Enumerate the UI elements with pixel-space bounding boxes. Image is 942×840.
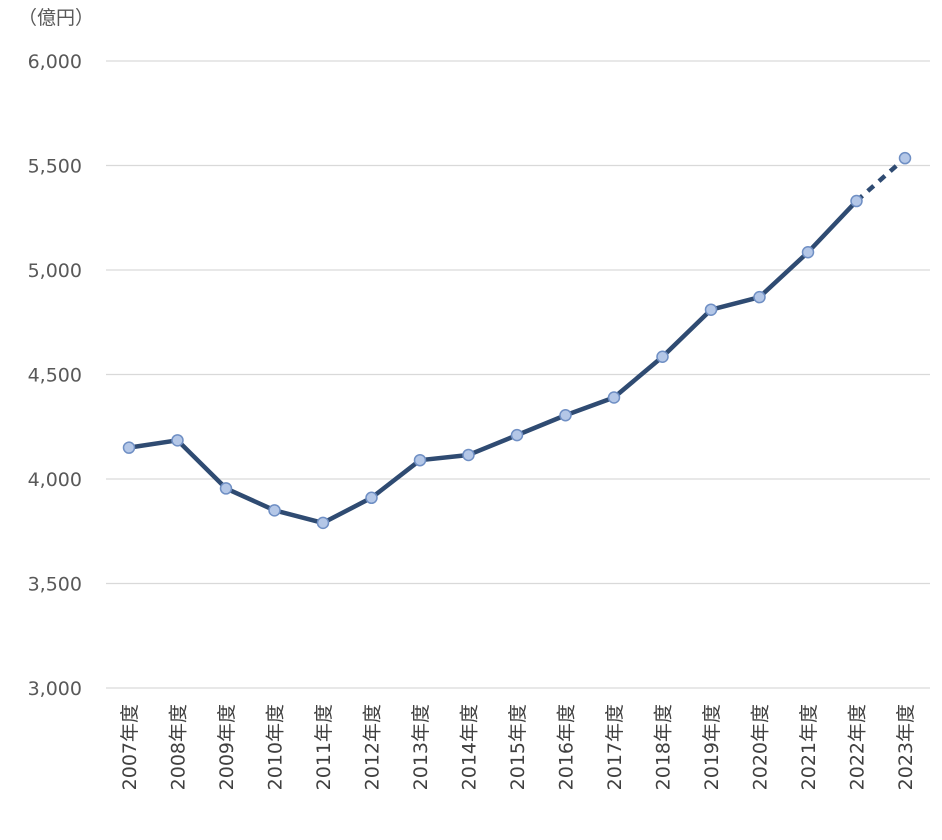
y-tick-label: 6,000	[28, 51, 82, 73]
x-tick-label: 2023年度	[895, 704, 917, 790]
data-point	[704, 303, 718, 316]
data-point	[607, 391, 621, 404]
x-tick-label: 2018年度	[653, 704, 675, 790]
data-point	[365, 491, 378, 505]
data-point	[656, 350, 669, 363]
gridlines	[106, 60, 930, 689]
x-tick-label: 2008年度	[168, 704, 190, 790]
y-tick-label: 3,000	[28, 678, 82, 700]
data-point	[268, 504, 281, 517]
y-tick-label: 5,500	[28, 156, 82, 178]
x-tick-label: 2014年度	[459, 704, 481, 790]
x-axis-ticks: 2007年度 2008年度 2009年度 2010年度 2011年度 2012年度 2013…	[119, 704, 917, 790]
y-axis-ticks: 3,000 3,500 4,000 4,500 5,000 5,500 6,000	[28, 51, 82, 700]
data-point	[122, 441, 136, 454]
series-line-projected	[855, 156, 907, 203]
x-tick-label: 2013年度	[410, 704, 432, 790]
x-tick-label: 2011年度	[313, 704, 335, 790]
y-axis-unit-label: （億円）	[18, 7, 94, 29]
series-line	[126, 156, 907, 526]
data-point	[559, 409, 572, 422]
x-tick-label: 2012年度	[362, 704, 384, 790]
y-tick-label: 4,000	[28, 469, 82, 491]
data-point	[898, 151, 912, 165]
x-tick-label: 2022年度	[847, 704, 869, 790]
x-tick-label: 2015年度	[507, 704, 529, 790]
data-point	[510, 428, 524, 442]
x-tick-label: 2010年度	[265, 704, 287, 790]
x-tick-label: 2019年度	[701, 704, 723, 790]
data-point	[219, 482, 233, 495]
series-line-actual	[126, 198, 859, 526]
y-tick-label: 3,500	[28, 574, 82, 596]
data-point	[850, 194, 863, 208]
x-tick-label: 2007年度	[119, 704, 141, 790]
x-tick-label: 2020年度	[750, 704, 772, 790]
data-point	[801, 245, 815, 259]
data-point	[753, 290, 766, 304]
x-tick-label: 2021年度	[798, 704, 820, 790]
data-point	[171, 434, 184, 447]
data-point	[462, 448, 475, 462]
x-tick-label: 2016年度	[556, 704, 578, 790]
y-tick-label: 4,500	[28, 365, 82, 387]
data-point	[413, 453, 427, 467]
x-tick-label: 2009年度	[216, 704, 238, 790]
data-point	[316, 516, 330, 530]
series-markers	[122, 151, 912, 530]
x-tick-label: 2017年度	[604, 704, 626, 790]
y-tick-label: 5,000	[28, 260, 82, 282]
